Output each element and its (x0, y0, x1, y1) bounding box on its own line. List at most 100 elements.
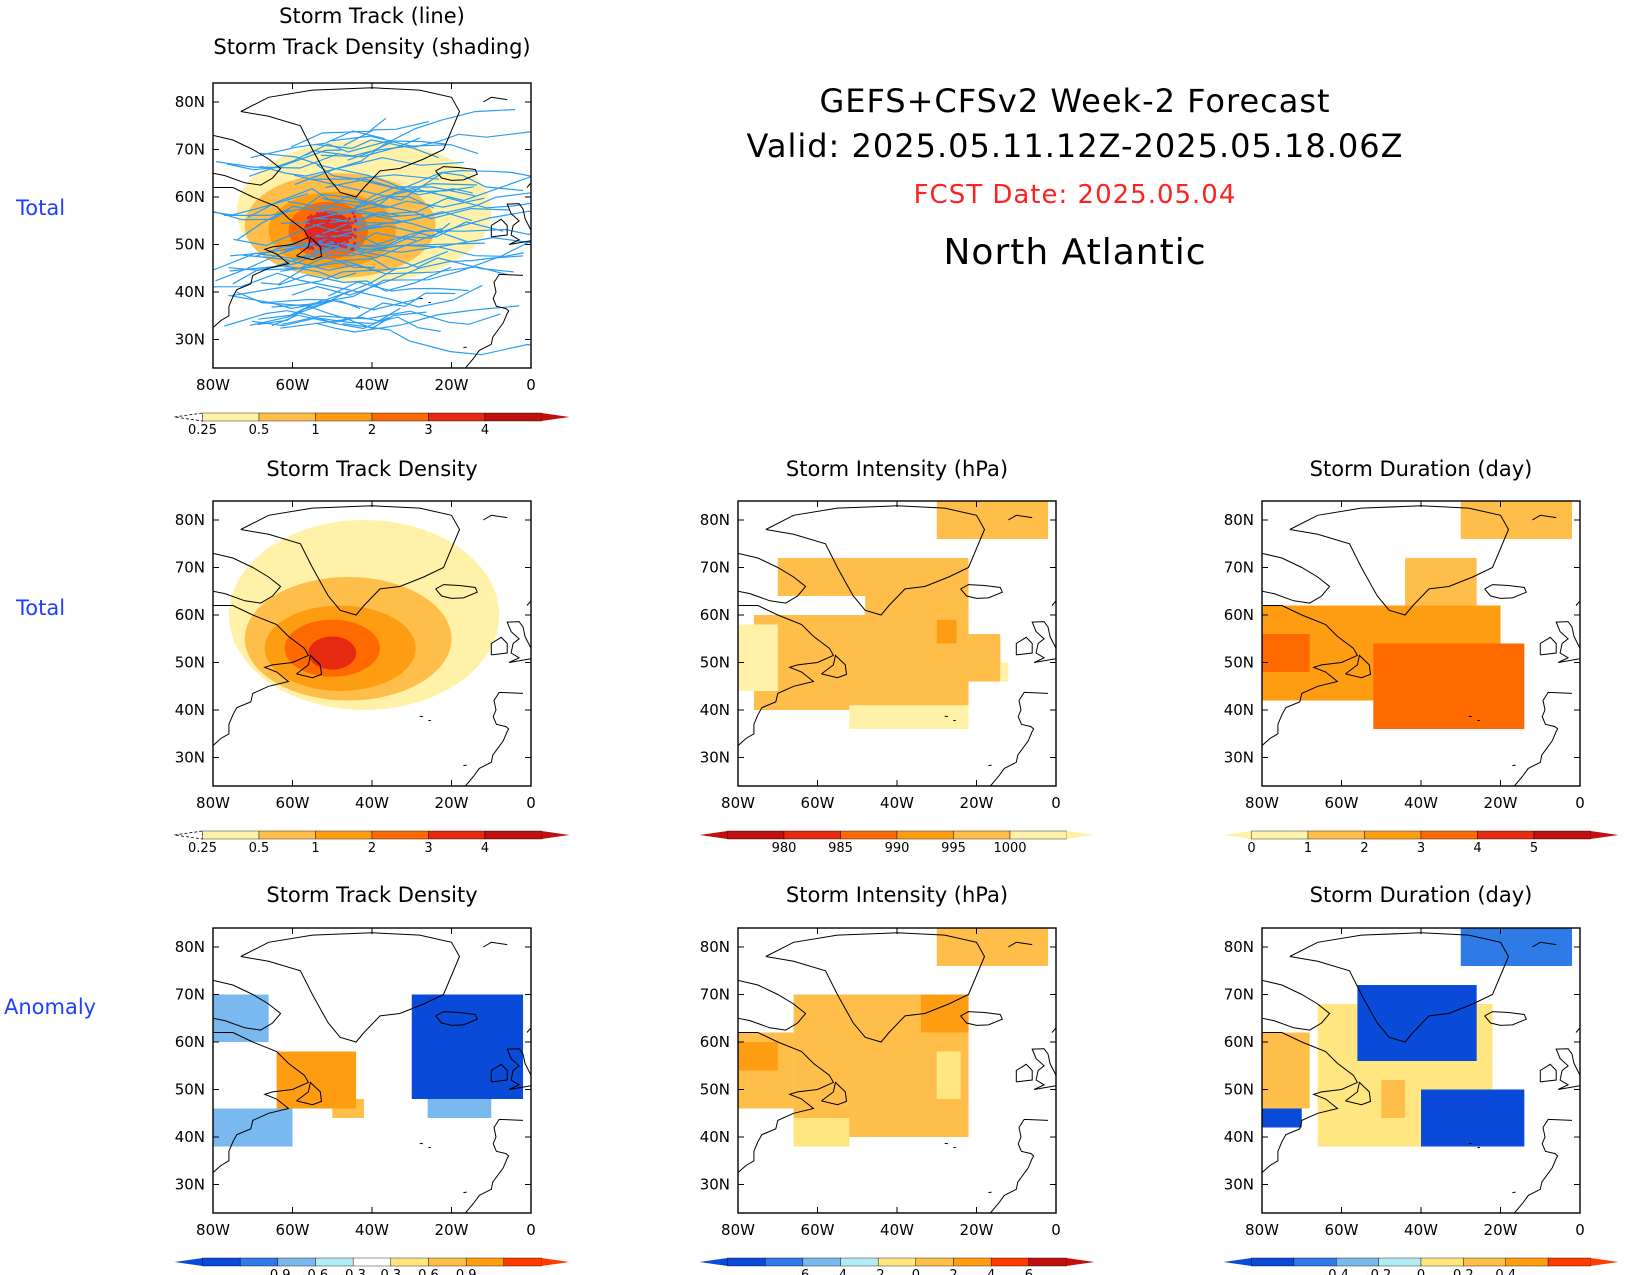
coastline (483, 96, 508, 103)
storm-track-line (213, 193, 309, 216)
coastline (506, 621, 531, 663)
storm-center-dot (346, 221, 350, 225)
colorbar-right-arrow (1590, 831, 1619, 839)
valid-range: Valid: 2025.05.11.12Z-2025.05.18.06Z (746, 127, 1404, 165)
coastline (240, 87, 461, 198)
coastline (1008, 514, 1033, 521)
grid-cell (213, 1108, 293, 1147)
row-label-anomaly: Anomaly (4, 995, 97, 1019)
lon-tick-label: 20W (435, 1221, 469, 1239)
storm-center-dot (319, 237, 323, 241)
colorbar-segment (428, 830, 486, 840)
coastline (1289, 505, 1510, 616)
lon-tick-label: 20W (960, 794, 994, 812)
colorbar-segment (202, 1257, 241, 1267)
colorbar-label: 5 (1530, 841, 1538, 856)
storm-track-line (280, 257, 392, 272)
panel-title: Storm Intensity (hPa) (786, 883, 1008, 907)
storm-track-line (328, 281, 469, 297)
storm-center-dot (340, 244, 345, 248)
storm-center-dot (353, 227, 357, 232)
panel-title: Storm Track (line) (279, 4, 465, 28)
lat-tick-label: 30N (700, 749, 730, 767)
colorbar-segment (1547, 1257, 1591, 1267)
coastline (944, 1142, 948, 1145)
coastline (483, 514, 508, 521)
coastline (1512, 1191, 1516, 1194)
lat-tick-label: 40N (1224, 701, 1254, 719)
colorbar-label: 4 (481, 841, 489, 856)
colorbar-segment (1251, 1257, 1295, 1267)
colorbar-segment (990, 1257, 1030, 1267)
panel-title: Storm Intensity (hPa) (786, 457, 1008, 481)
map-field (1262, 501, 1580, 786)
colorbar-label: 1000 (993, 841, 1026, 856)
storm-center-dot (309, 214, 313, 218)
coastlines (1262, 505, 1580, 786)
lat-tick-label: 40N (700, 1128, 730, 1146)
colorbar-segment (371, 412, 429, 422)
storm-track-line (321, 195, 435, 209)
colorbar-segment (352, 1257, 392, 1267)
storm-center-dot (319, 213, 323, 217)
grid-cell (1262, 634, 1310, 672)
lat-tick-label: 80N (1224, 938, 1254, 956)
colorbar-label: 3 (424, 423, 432, 438)
colorbar-segment (877, 1257, 917, 1267)
coastline (213, 187, 310, 328)
colorbar-label: 0.9 (456, 1268, 477, 1275)
coastline (990, 1118, 1049, 1213)
colorbar-segment (764, 1257, 804, 1267)
coastline (419, 1142, 423, 1145)
storm-track-line (287, 195, 385, 209)
lon-tick-label: 0 (526, 794, 536, 812)
lat-tick-label: 70N (175, 141, 205, 159)
storm-track-line (254, 242, 524, 258)
coastline (1345, 1081, 1372, 1106)
storm-center-dot (351, 211, 355, 215)
colorbar-segment (1420, 1257, 1464, 1267)
lat-tick-label: 60N (1224, 606, 1254, 624)
panel-title: Storm Duration (day) (1310, 883, 1533, 907)
coastline (213, 1032, 310, 1173)
coastline (213, 605, 310, 746)
colorbar-segment (202, 412, 260, 422)
grid-cell (427, 1099, 492, 1118)
storm-center-dot (353, 219, 358, 223)
storm-track-line (233, 211, 401, 247)
colorbar-segment (277, 1257, 316, 1267)
colorbar-segment (915, 1257, 954, 1267)
colorbar-right-arrow (541, 831, 570, 839)
grid-cell (276, 1051, 357, 1109)
coastline (296, 654, 323, 679)
map-panel-6: 80W 60W 40W 20W 0 80N 70N 60N 50N 40N 30N Storm Int… (699, 883, 1095, 1275)
coastline (765, 505, 986, 616)
map-field (213, 87, 531, 368)
grid-cell (411, 994, 524, 1099)
colorbar-label: 4 (1473, 841, 1481, 856)
coastlines (738, 505, 1056, 786)
storm-center-dot (309, 245, 314, 249)
colorbar-label: 0.4 (1495, 1268, 1516, 1275)
storm-track-line (348, 197, 531, 226)
coastlines (738, 932, 1056, 1213)
storm-track-line (280, 264, 356, 280)
lat-tick-label: 40N (175, 701, 205, 719)
storm-track-line (342, 323, 531, 356)
colorbar-segment (953, 1257, 992, 1267)
storm-track-line (213, 237, 357, 271)
grid-cell (738, 624, 778, 691)
map-field (1262, 928, 1580, 1213)
colorbar-label: 995 (941, 841, 966, 856)
grid-cell (793, 1118, 850, 1147)
colorbar-left-arrow (174, 830, 203, 840)
colorbar-segment (484, 830, 542, 840)
colorbar-label: 0.25 (188, 423, 217, 438)
colorbar-segment (484, 412, 542, 422)
lat-tick-label: 70N (1224, 559, 1254, 577)
lat-tick-label: 60N (700, 606, 730, 624)
coastline (1262, 979, 1331, 1031)
storm-center-dot (353, 215, 357, 219)
colorbar-right-arrow (1590, 1258, 1619, 1266)
storm-track-line (314, 211, 472, 238)
